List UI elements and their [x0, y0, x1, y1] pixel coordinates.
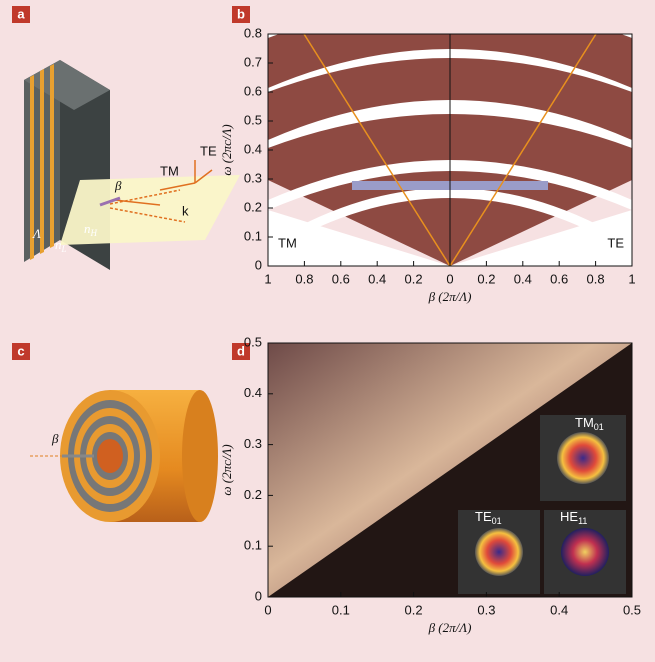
y-tick-label: 0.1: [244, 228, 262, 243]
x-tick-label: 0.5: [623, 602, 641, 617]
x-tick-label: 0.6: [550, 271, 568, 286]
x-tick-label: 0.1: [332, 602, 350, 617]
x-tick-label: 0.2: [477, 271, 495, 286]
y-tick-label: 0: [255, 257, 262, 272]
panel-labels: a b c d: [12, 6, 250, 360]
label: β: [114, 178, 122, 193]
x-tick-label: 1: [628, 271, 635, 286]
band-map: [268, 343, 632, 597]
x-tick-label: 0.4: [514, 271, 532, 286]
y-axis-label: ω (2πc/Λ): [219, 124, 234, 175]
x-tick-label: 0.2: [405, 271, 423, 286]
y-tick-label: 0: [255, 588, 262, 603]
x-tick-label: 0: [264, 602, 271, 617]
y-tick-label: 0.5: [244, 334, 262, 349]
y-tick-label: 0.6: [244, 83, 262, 98]
label: nL: [55, 237, 67, 254]
mode-subscript: 01: [492, 516, 502, 526]
x-tick-label: 0.6: [332, 271, 350, 286]
y-tick-label: 0.3: [244, 436, 262, 451]
label: nH: [84, 221, 98, 238]
band-structure: [268, 33, 632, 267]
x-axis-label: β (2π/Λ): [428, 620, 472, 635]
y-tick-label: 0.5: [244, 112, 262, 127]
mode-label: TE01: [475, 509, 502, 526]
panel-label: d: [237, 343, 245, 358]
x-tick-label: 0.4: [550, 602, 568, 617]
y-tick-label: 0.2: [244, 199, 262, 214]
label: TE: [200, 143, 217, 158]
x-tick-label: 1: [264, 271, 271, 286]
mode-label: HE11: [560, 509, 587, 526]
label: Λ: [31, 226, 41, 241]
x-tick-label: 0.4: [368, 271, 386, 286]
x-tick-label: 0.3: [477, 602, 495, 617]
annotation: TM: [278, 235, 297, 250]
x-tick-label: 0.8: [295, 271, 313, 286]
mode-name: HE: [560, 509, 578, 524]
y-tick-label: 0.4: [244, 385, 262, 400]
x-tick-label: 0.8: [587, 271, 605, 286]
mode-subscript: 01: [594, 422, 604, 432]
x-tick-label: 0.2: [405, 602, 423, 617]
y-tick-label: 0.3: [244, 170, 262, 185]
y-tick-label: 0.1: [244, 538, 262, 553]
panel-label: a: [17, 6, 25, 21]
panel-label: b: [237, 6, 245, 21]
label: β: [51, 431, 59, 446]
y-tick-label: 0.2: [244, 487, 262, 502]
panel-label: c: [17, 343, 24, 358]
mode-name: TE: [475, 509, 492, 524]
label: k: [182, 203, 189, 218]
diagram-a: TE TM β k Λ nL nH: [24, 60, 240, 270]
mode-name: TM: [575, 415, 594, 430]
mode-label: TM01: [575, 415, 604, 432]
y-tick-label: 0.4: [244, 141, 262, 156]
diagram-c: β: [30, 390, 218, 522]
y-axis-label: ω (2πc/Λ): [219, 444, 234, 495]
y-tick-label: 0.7: [244, 54, 262, 69]
x-tick-label: 0: [446, 271, 453, 286]
label: TM: [160, 163, 179, 178]
y-tick-label: 0.8: [244, 25, 262, 40]
x-axis-label: β (2π/Λ): [428, 289, 472, 304]
mode-subscript: 11: [578, 516, 587, 526]
plot-frame: [267, 342, 633, 598]
annotation: TE: [607, 235, 624, 250]
